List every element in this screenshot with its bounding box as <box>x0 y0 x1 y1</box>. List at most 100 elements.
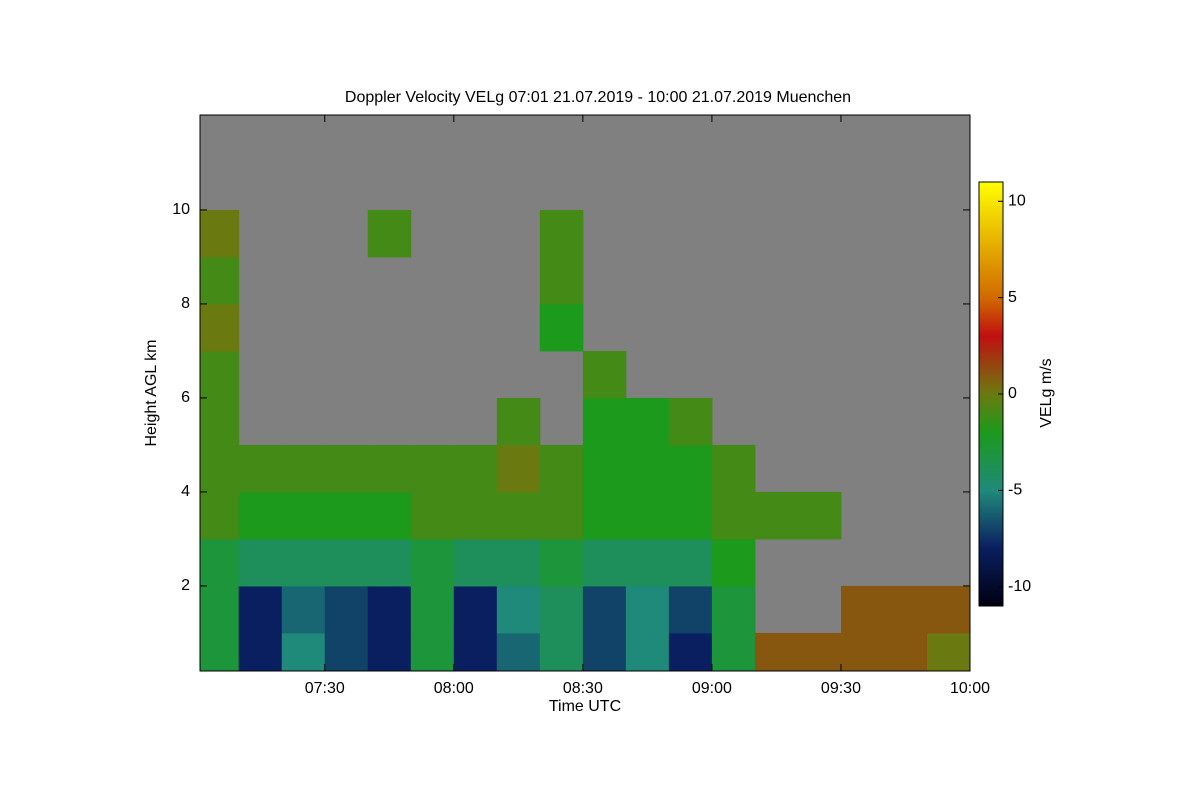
heatmap-cell <box>238 585 283 634</box>
heatmap-cell <box>324 585 369 634</box>
heatmap-cell <box>367 632 412 671</box>
heatmap-cell <box>238 632 283 671</box>
heatmap-cell <box>539 538 584 587</box>
heatmap-cell <box>668 397 713 446</box>
heatmap-cell <box>324 444 369 493</box>
heatmap-cell <box>200 491 240 540</box>
heatmap-cell <box>324 491 369 540</box>
x-tick-label: 09:30 <box>821 680 861 697</box>
heatmap-cell <box>410 491 455 540</box>
heatmap-cell <box>711 538 756 587</box>
heatmap-cell <box>539 444 584 493</box>
heatmap-cell <box>625 397 670 446</box>
colorbar-tick-label: -5 <box>1008 482 1022 499</box>
heatmap-cell <box>582 350 627 399</box>
heatmap-cell <box>539 209 584 258</box>
heatmap-cell <box>668 632 713 671</box>
x-tick-label: 09:00 <box>692 680 732 697</box>
heatmap-cell <box>625 444 670 493</box>
heatmap-cell <box>200 397 240 446</box>
heatmap-cell <box>281 585 326 634</box>
heatmap-cell <box>496 585 541 634</box>
heatmap-cell <box>539 491 584 540</box>
heatmap-cell <box>797 632 842 671</box>
heatmap-cell <box>200 585 240 634</box>
heatmap-cell <box>625 632 670 671</box>
heatmap-cell <box>711 444 756 493</box>
heatmap-cell <box>281 491 326 540</box>
plot-frame <box>199 114 971 672</box>
colorbar-tick-label: 0 <box>1008 385 1017 402</box>
y-tick-label: 6 <box>181 389 190 406</box>
y-tick-label: 8 <box>181 295 190 312</box>
heatmap-cell <box>625 538 670 587</box>
heatmap-cell <box>582 538 627 587</box>
heatmap-cell <box>200 444 240 493</box>
x-tick-label: 08:30 <box>563 680 603 697</box>
heatmap-cell <box>453 444 498 493</box>
heatmap-cell <box>668 444 713 493</box>
heatmap-cell <box>496 538 541 587</box>
heatmap-cell <box>926 585 970 634</box>
heatmap-cell <box>926 632 970 671</box>
heatmap-cell <box>410 632 455 671</box>
heatmap-cell <box>200 538 240 587</box>
chart-title: Doppler Velocity VELg 07:01 21.07.2019 -… <box>345 89 851 106</box>
heatmap-cell <box>453 538 498 587</box>
heatmap-cell <box>582 491 627 540</box>
heatmap-cell <box>200 632 240 671</box>
heatmap-cell <box>840 585 885 634</box>
heatmap-cell <box>754 632 799 671</box>
heatmap-cell <box>281 444 326 493</box>
heatmap-cell <box>711 585 756 634</box>
x-axis-label: Time UTC <box>549 698 621 715</box>
colorbar-tick-label: 10 <box>1008 192 1026 209</box>
y-tick-label: 2 <box>181 577 190 594</box>
heatmap-cell <box>496 491 541 540</box>
heatmap-cell <box>281 632 326 671</box>
heatmap-cell <box>582 397 627 446</box>
colorbar-label: VELg m/s <box>1038 358 1055 427</box>
heatmap-cell <box>539 256 584 305</box>
heatmap-cell <box>200 303 240 352</box>
heatmap-cell <box>582 632 627 671</box>
heatmap-cell <box>797 491 842 540</box>
heatmap-cell <box>281 538 326 587</box>
heatmap-cell <box>238 491 283 540</box>
heatmap-cell <box>238 538 283 587</box>
heatmap-cell <box>582 444 627 493</box>
colorbar-tick-label: 5 <box>1008 289 1017 306</box>
heatmap-cell <box>496 397 541 446</box>
heatmap-cell <box>496 632 541 671</box>
heatmap-cell <box>200 209 240 258</box>
heatmap-cell <box>453 491 498 540</box>
y-tick-label: 10 <box>172 201 190 218</box>
heatmap-cell <box>883 585 928 634</box>
heatmap-cell <box>711 632 756 671</box>
heatmap-cell <box>840 632 885 671</box>
heatmap-cell <box>200 256 240 305</box>
heatmap-cell <box>238 444 283 493</box>
x-tick-label: 07:30 <box>305 680 345 697</box>
heatmap-cell <box>625 491 670 540</box>
heatmap-cell <box>754 491 799 540</box>
heatmap-cell <box>410 585 455 634</box>
heatmap-cell <box>367 585 412 634</box>
heatmap-cell <box>668 491 713 540</box>
heatmap-cell <box>453 585 498 634</box>
heatmap-cell <box>200 350 240 399</box>
heatmap-cell <box>324 632 369 671</box>
heatmap-cell <box>883 632 928 671</box>
heatmap-cell <box>410 444 455 493</box>
y-axis-label: Height AGL km <box>143 339 160 446</box>
heatmap-cell <box>625 585 670 634</box>
heatmap-cell <box>668 585 713 634</box>
heatmap-cell <box>410 538 455 587</box>
heatmap-cell <box>711 491 756 540</box>
heatmap-cell <box>496 444 541 493</box>
heatmap-cell <box>324 538 369 587</box>
x-tick-label: 10:00 <box>950 680 990 697</box>
heatmap-cell <box>453 632 498 671</box>
heatmap-cell <box>367 491 412 540</box>
